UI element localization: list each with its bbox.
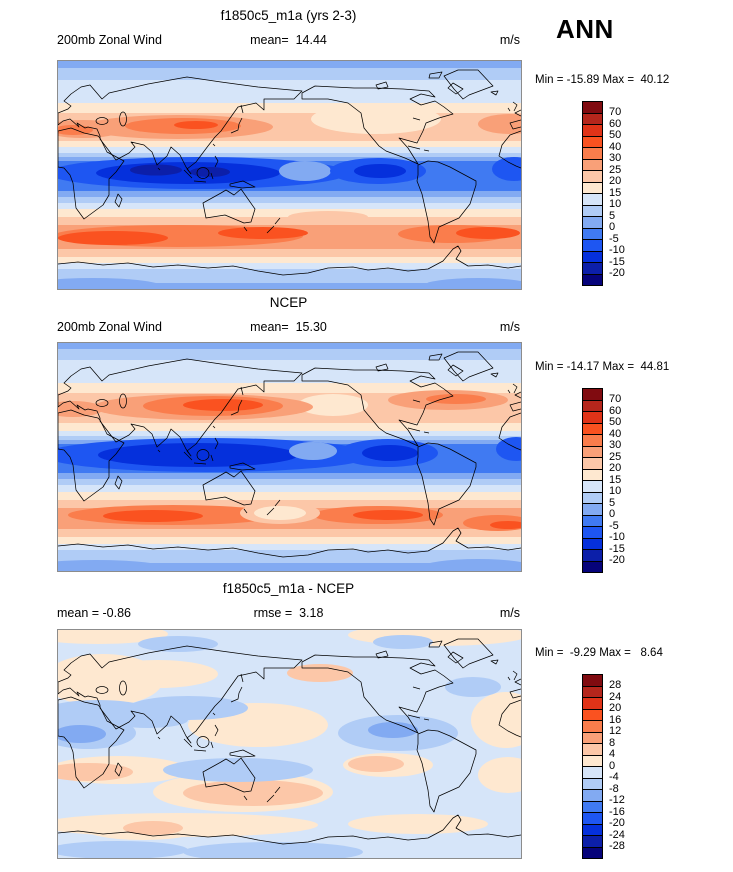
colorbar-tick-label: 0 — [609, 759, 616, 772]
panel-subheader: mean = -0.86 rmse = 3.18 m/s — [57, 606, 520, 620]
panel-title: f1850c5_m1a (yrs 2-3) — [220, 8, 357, 23]
minmax-label: Min = -9.29 Max = 8.64 — [535, 647, 663, 659]
colorbar-tick-label: 15 — [609, 186, 622, 199]
colorbar-tick-label: -16 — [609, 805, 625, 818]
colorbar: 70 60 50 40 30 25 20 15 10 5 0 -5 -10 -15 -20 — [582, 388, 625, 573]
coastlines — [58, 351, 521, 558]
colorbar-tick-label: -5 — [609, 519, 619, 532]
panel-obs: NCEP 200mb Zonal Wind mean= 15.30 m/s Mi… — [0, 287, 733, 574]
colorbar-tick-label: 25 — [609, 163, 622, 176]
variable-label: 200mb Zonal Wind — [57, 320, 162, 334]
panel-title: NCEP — [269, 295, 308, 310]
mean-label: mean= 14.44 — [250, 33, 327, 47]
colorbar-tick-label: -4 — [609, 771, 619, 783]
contour-map-model — [57, 60, 522, 290]
colorbar-tick-label: -5 — [609, 232, 619, 245]
contour-field-svg — [58, 343, 521, 571]
units-label: m/s — [499, 33, 520, 47]
coastlines — [58, 638, 521, 845]
colorbar-tick-label: 25 — [609, 450, 622, 463]
variable-label: 200mb Zonal Wind — [57, 33, 162, 47]
mean-label: mean= 15.30 — [250, 320, 327, 334]
colorbar-tick-label: 12 — [609, 725, 622, 737]
colorbar-tick-label: 10 — [609, 198, 622, 210]
colorbar-tick-label: -20 — [609, 267, 625, 279]
colorbar-tick-label: 16 — [609, 713, 622, 726]
colorbar-tick-label: 70 — [609, 393, 622, 405]
colorbar-tick-label: -20 — [609, 817, 625, 829]
colorbar-tick-label: 60 — [609, 117, 622, 130]
units-label: m/s — [499, 606, 520, 620]
colorbar-tick-label: 20 — [609, 175, 622, 187]
units-label: m/s — [499, 320, 520, 334]
panel-model: f1850c5_m1a (yrs 2-3) 200mb Zonal Wind m… — [0, 0, 733, 290]
panel-difference: f1850c5_m1a - NCEP mean = -0.86 rmse = 3… — [0, 573, 733, 872]
colorbar-tick-label: -28 — [609, 840, 625, 852]
panel-subheader: 200mb Zonal Wind mean= 14.44 m/s — [57, 33, 520, 47]
colorbar-tick-label: 10 — [609, 485, 622, 497]
colorbar-tick-label: -10 — [609, 531, 625, 543]
colorbar-tick-label: -20 — [609, 554, 625, 566]
colorbar-tick-label: 70 — [609, 106, 622, 118]
contour-map-obs — [57, 342, 522, 572]
minmax-label: Min = -14.17 Max = 44.81 — [535, 361, 670, 373]
colorbar-tick-label: 28 — [609, 679, 622, 691]
minmax-label: Min = -15.89 Max = 40.12 — [535, 74, 670, 86]
colorbar-tick-label: 15 — [609, 473, 622, 486]
colorbar-tick-label: -8 — [609, 782, 619, 795]
colorbar-tick-label: -24 — [609, 828, 625, 841]
colorbar-tick-label: 50 — [609, 129, 622, 141]
colorbar-tick-label: 30 — [609, 439, 622, 451]
colorbar-segment — [582, 846, 603, 859]
colorbar-tick-label: 40 — [609, 427, 622, 440]
panel-subheader: 200mb Zonal Wind mean= 15.30 m/s — [57, 320, 520, 334]
colorbar-segment — [582, 273, 603, 286]
rmse-label: rmse = 3.18 — [253, 606, 324, 620]
colorbar-tick-label: -10 — [609, 244, 625, 256]
contour-map-difference — [57, 629, 522, 859]
colorbar-tick-label: 20 — [609, 462, 622, 474]
colorbar-tick-label: 8 — [609, 736, 616, 749]
colorbar-segment — [582, 560, 603, 573]
contour-field-svg — [58, 61, 521, 289]
colorbar-tick-label: 24 — [609, 690, 622, 703]
colorbar-tick-label: 20 — [609, 702, 622, 714]
colorbar-tick-label: 50 — [609, 416, 622, 428]
mean-label: mean = -0.86 — [57, 606, 132, 620]
panel-title: f1850c5_m1a - NCEP — [222, 581, 355, 596]
colorbar-tick-label: 0 — [609, 221, 616, 233]
colorbar-tick-label: -15 — [609, 542, 625, 555]
colorbar-tick-label: 4 — [609, 748, 616, 760]
colorbar: 70 60 50 40 30 25 20 15 10 5 0 -5 -10 -15 -20 — [582, 101, 625, 286]
colorbar-tick-label: 5 — [609, 496, 616, 509]
colorbar-tick-label: 40 — [609, 140, 622, 153]
season-label: ANN — [556, 14, 614, 44]
colorbar-tick-label: -15 — [609, 255, 625, 268]
contour-field-svg — [58, 630, 521, 858]
colorbar-tick-label: 5 — [609, 209, 616, 222]
colorbar-tick-label: -12 — [609, 794, 625, 806]
colorbar-tick-label: 0 — [609, 508, 616, 520]
colorbar-tick-label: 30 — [609, 152, 622, 164]
colorbar-tick-label: 60 — [609, 404, 622, 417]
coastlines — [58, 69, 521, 276]
colorbar: 28 24 20 16 12 8 4 0 -4 -8 -12 -16 -20 -24 -28 — [582, 674, 625, 859]
